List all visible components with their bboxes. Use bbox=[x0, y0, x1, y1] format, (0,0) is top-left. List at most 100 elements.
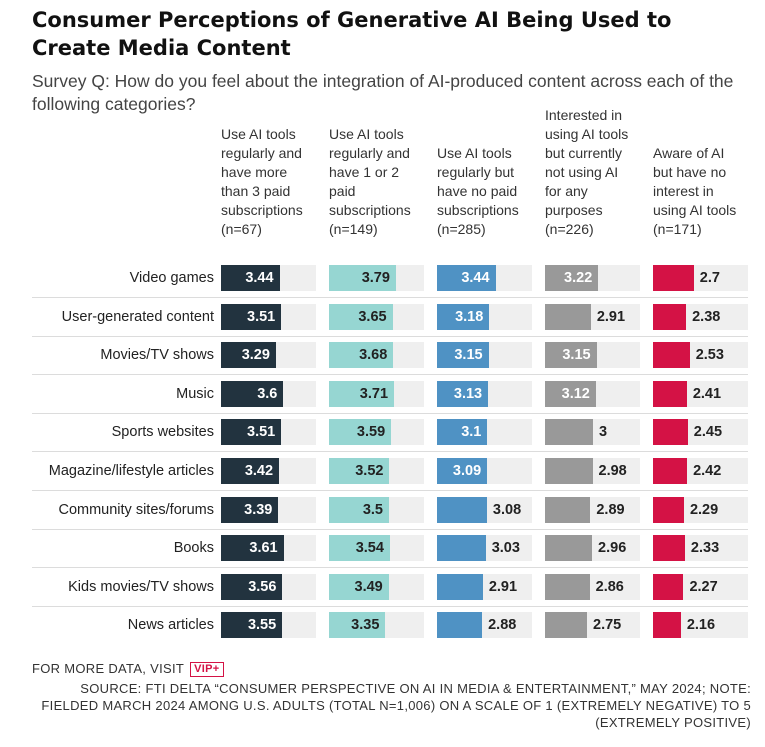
bar-track: 3.56 bbox=[221, 573, 316, 600]
column-header-line: but have no bbox=[653, 164, 727, 180]
data-label: 2.38 bbox=[692, 308, 721, 325]
bar-track: 3.29 bbox=[221, 342, 316, 369]
data-label: 3.55 bbox=[247, 617, 277, 634]
data-label: 2.41 bbox=[692, 385, 722, 402]
bar bbox=[545, 419, 593, 446]
bar-track: 3.15 bbox=[437, 342, 532, 369]
bar bbox=[653, 380, 687, 407]
data-label: 3.65 bbox=[358, 308, 387, 325]
bar-track: 3.22 bbox=[545, 265, 640, 291]
data-label: 3.13 bbox=[453, 385, 483, 402]
data-label: 3.52 bbox=[355, 463, 384, 479]
bar bbox=[221, 458, 280, 484]
column-header-line: have no paid bbox=[437, 183, 518, 199]
bar-track: 2.41 bbox=[653, 380, 748, 407]
bar bbox=[221, 535, 284, 562]
bar bbox=[329, 380, 395, 407]
bar bbox=[653, 496, 684, 523]
data-label: 3.42 bbox=[244, 463, 274, 479]
data-label: 3.61 bbox=[249, 540, 278, 557]
data-label: 3.49 bbox=[354, 578, 383, 595]
bar bbox=[437, 303, 490, 330]
column-header-line: not using AI bbox=[545, 164, 619, 180]
data-label: 3.56 bbox=[248, 578, 277, 595]
bar bbox=[653, 303, 687, 330]
bar bbox=[545, 496, 591, 523]
column-header-line: subscriptions bbox=[329, 202, 411, 218]
data-label: 3.35 bbox=[351, 617, 380, 634]
data-label: 3.5 bbox=[362, 501, 383, 518]
data-label: 3.18 bbox=[455, 308, 484, 325]
bar bbox=[329, 342, 394, 369]
data-label: 3.22 bbox=[564, 270, 593, 286]
bar bbox=[437, 458, 488, 484]
bar-track: 2.91 bbox=[545, 303, 640, 330]
data-label: 3.1 bbox=[461, 424, 482, 441]
bar bbox=[545, 342, 597, 369]
data-label: 3.59 bbox=[356, 424, 386, 441]
bar-track: 3.6 bbox=[221, 380, 316, 407]
bar bbox=[329, 458, 390, 484]
bar bbox=[221, 573, 283, 600]
bar bbox=[329, 535, 390, 562]
bar-track: 3.03 bbox=[437, 535, 532, 562]
data-label: 2.53 bbox=[695, 347, 724, 364]
bar-track: 3.44 bbox=[221, 265, 316, 291]
data-label: 3.71 bbox=[359, 385, 389, 402]
bar-track: 3.68 bbox=[329, 342, 424, 369]
bar bbox=[545, 573, 590, 600]
column-header: Interested in using AI tools but currently… bbox=[545, 106, 650, 239]
bar-track: 3.51 bbox=[221, 419, 316, 446]
bar-track: 2.16 bbox=[653, 612, 748, 639]
column-header-line: Interested in bbox=[545, 107, 623, 123]
bar-track: 2.27 bbox=[653, 573, 748, 600]
data-label: 3.15 bbox=[454, 347, 483, 364]
category-label: Community sites/forums bbox=[58, 501, 214, 518]
data-label: 3.44 bbox=[245, 270, 274, 286]
data-label: 2.86 bbox=[595, 578, 624, 595]
category-label: Video games bbox=[129, 270, 214, 286]
category-label: Books bbox=[173, 540, 214, 557]
column-header-line: (n=149) bbox=[329, 221, 378, 237]
bar-track: 2.98 bbox=[545, 458, 640, 484]
column-header-line: than 3 paid bbox=[221, 183, 291, 199]
bar-track: 2.89 bbox=[545, 496, 640, 523]
bar bbox=[329, 419, 392, 446]
chart-title: Consumer Perceptions of Generative AI Be… bbox=[32, 8, 672, 60]
bar bbox=[545, 265, 599, 291]
bar-track: 2.75 bbox=[545, 612, 640, 639]
data-label: 3.39 bbox=[244, 501, 273, 518]
column-header-line: Use AI tools bbox=[437, 145, 512, 161]
row-divider bbox=[32, 374, 748, 376]
bar-track: 3.49 bbox=[329, 573, 424, 600]
vip-badge[interactable]: VIP+ bbox=[190, 662, 224, 677]
bar bbox=[329, 573, 389, 600]
data-label: 3.15 bbox=[562, 347, 591, 364]
data-label: 3.79 bbox=[361, 270, 390, 286]
data-label: 2.89 bbox=[596, 501, 625, 518]
bar-track: 2.86 bbox=[545, 573, 640, 600]
bar bbox=[437, 496, 487, 523]
bar bbox=[653, 342, 690, 369]
bar bbox=[653, 573, 684, 600]
column-header-line: Aware of AI bbox=[653, 145, 725, 161]
bar-track: 3.61 bbox=[221, 535, 316, 562]
row-divider bbox=[32, 412, 748, 414]
category-label: User-generated content bbox=[61, 308, 214, 325]
bar bbox=[437, 419, 488, 446]
category-label: Kids movies/TV shows bbox=[68, 578, 214, 595]
bar-track: 3.13 bbox=[437, 380, 532, 407]
bar-track: 3.39 bbox=[221, 496, 316, 523]
bar-track: 2.29 bbox=[653, 496, 748, 523]
data-label: 3.08 bbox=[492, 501, 522, 518]
data-label: 2.29 bbox=[689, 501, 719, 518]
bar bbox=[545, 612, 587, 639]
bar-track: 2.91 bbox=[437, 573, 532, 600]
data-label: 3.09 bbox=[452, 463, 482, 479]
bar-track: 2.53 bbox=[653, 342, 748, 369]
bar-track: 2.45 bbox=[653, 419, 748, 446]
column-header-line: Use AI tools bbox=[329, 126, 404, 142]
data-label: 2.91 bbox=[596, 308, 626, 325]
column-header-line: regularly and bbox=[221, 145, 302, 161]
bar bbox=[221, 303, 282, 330]
